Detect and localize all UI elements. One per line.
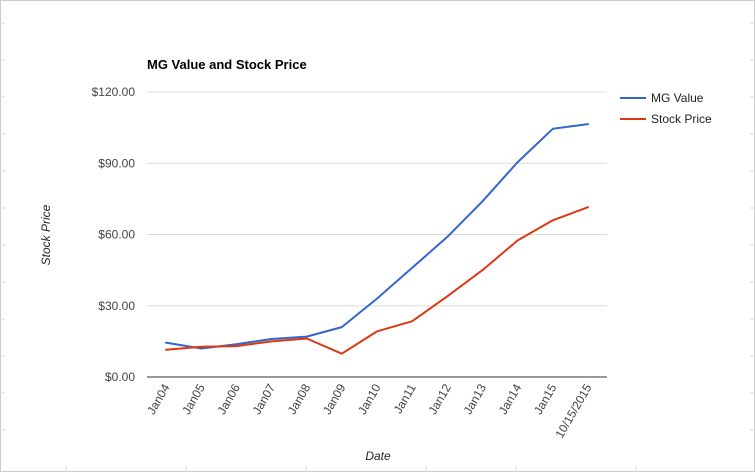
x-axis-title: Date (365, 449, 391, 463)
x-tick-label: Jan07 (250, 381, 279, 417)
y-tick-label: $60.00 (98, 228, 135, 242)
x-tick-label: Jan04 (144, 381, 173, 417)
y-tick-label: $0.00 (105, 370, 135, 384)
legend-label-stock-price: Stock Price (651, 112, 712, 126)
x-tick-label: Jan06 (214, 381, 243, 417)
x-axis-tick-labels: Jan04 Jan05 Jan06 Jan07 Jan08 Jan09 Jan10 Jan11… (144, 381, 595, 440)
legend-label-mg-value: MG Value (651, 91, 704, 105)
sheet-gridline-ticks (0, 22, 755, 472)
x-tick-label: Jan14 (496, 381, 525, 417)
x-tick-label: Jan10 (355, 381, 384, 417)
legend: MG Value Stock Price (620, 91, 712, 126)
x-tick-label: 10/15/2015 (552, 381, 594, 440)
series-lines (165, 123, 589, 355)
x-tick-label: Jan05 (179, 381, 208, 417)
y-axis-title: Stock Price (39, 204, 53, 265)
gridlines (147, 91, 607, 307)
y-tick-label: $90.00 (98, 156, 135, 170)
x-tick-label: Jan12 (425, 381, 454, 417)
chart-title: MG Value and Stock Price (147, 57, 307, 72)
x-tick-label: Jan08 (285, 381, 314, 417)
x-tick-label: Jan13 (461, 381, 490, 417)
y-tick-label: $120.00 (92, 85, 136, 99)
y-tick-label: $30.00 (98, 299, 135, 313)
x-tick-label: Jan15 (531, 381, 560, 417)
series-line-mg-value (165, 123, 589, 350)
x-tick-label: Jan11 (391, 381, 419, 416)
x-tick-label: Jan09 (320, 381, 349, 417)
y-axis-tick-labels: $0.00 $30.00 $60.00 $90.00 $120.00 (92, 85, 136, 384)
series-line-stock-price (165, 206, 589, 355)
